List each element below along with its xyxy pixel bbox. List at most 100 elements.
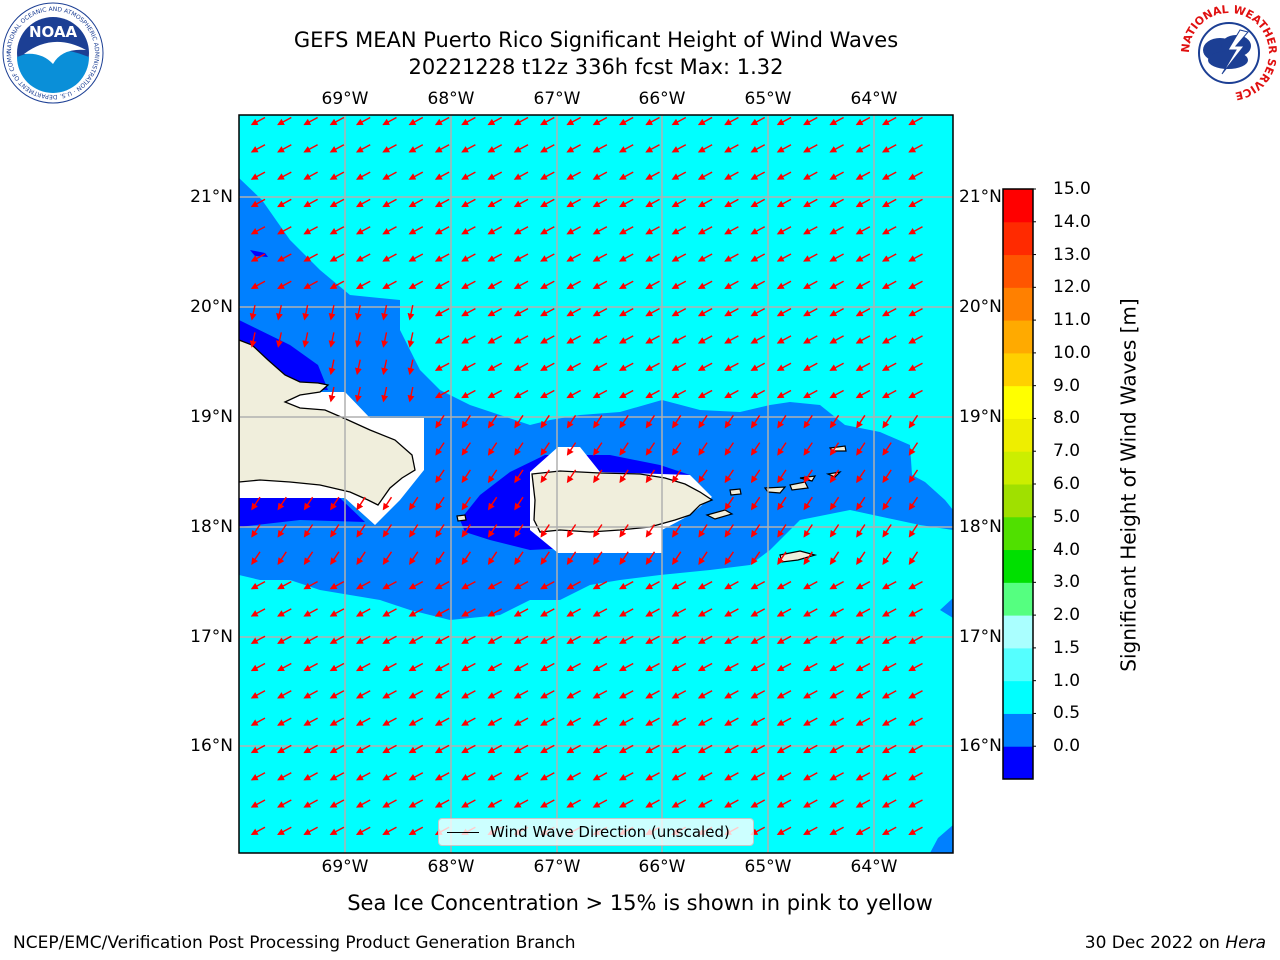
wave-arrow: [277, 662, 292, 672]
wave-arrow: [250, 198, 266, 208]
wave-arrow: [855, 662, 871, 672]
wave-arrow: [513, 335, 529, 344]
wave-arrow: [566, 580, 581, 590]
wave-arrow: [618, 635, 634, 644]
wave-arrow: [803, 442, 813, 456]
wave-arrow: [251, 496, 261, 511]
wave-arrow: [619, 442, 629, 456]
wave-arrow: [381, 386, 389, 403]
wave-arrow: [277, 717, 292, 726]
wave-arrow: [803, 335, 818, 344]
wave-arrow: [698, 442, 708, 456]
wave-arrow: [382, 635, 397, 644]
wave-arrow: [750, 635, 766, 644]
colorbar-segment: [1003, 516, 1033, 551]
wave-arrow: [829, 389, 844, 399]
lat-label-right: 20°N: [959, 297, 1002, 317]
wave-arrow: [435, 442, 445, 456]
wave-arrow: [434, 171, 450, 180]
wave-arrow: [908, 799, 923, 808]
land-island-3: [763, 486, 787, 494]
lon-label-bottom: 67°W: [533, 857, 581, 877]
wave-arrow: [355, 116, 371, 126]
wave-arrow: [855, 226, 871, 235]
wave-arrow: [829, 826, 844, 835]
wave-arrow: [908, 389, 923, 399]
wave-arrow: [277, 226, 292, 235]
wave-arrow: [855, 772, 871, 781]
wave-arrow: [487, 690, 503, 699]
wave-arrow: [328, 304, 336, 321]
wave-arrow: [855, 608, 871, 617]
wave-arrow: [750, 469, 761, 484]
wave-arrow: [434, 608, 450, 617]
lon-label-bottom: 68°W: [427, 857, 475, 877]
wave-arrow: [461, 580, 476, 590]
wave-arrow: [461, 335, 476, 344]
chart-subtitle: 20221228 t12z 336h fcst Max: 1.32: [408, 55, 784, 79]
wave-arrow: [487, 551, 498, 565]
wave-arrow: [303, 826, 318, 835]
wave-arrow: [724, 662, 739, 672]
wave-arrow: [250, 826, 266, 835]
colorbar-label: Significant Height of Wind Waves [m]: [1116, 298, 1141, 672]
wave-arrow: [881, 690, 897, 699]
wave-arrow: [592, 662, 608, 672]
wave-arrow: [750, 608, 766, 617]
wave-arrow: [697, 144, 713, 153]
wave-arrow: [328, 386, 336, 403]
wave-arrow: [671, 690, 687, 699]
wave-arrow: [382, 171, 397, 180]
wave-arrow: [855, 580, 871, 590]
wave-arrow: [303, 717, 318, 726]
wave-arrow: [382, 608, 397, 617]
wave-arrow: [251, 524, 261, 538]
wave-arrow: [803, 171, 818, 180]
legend-line-sample: [447, 832, 479, 833]
wave-arrow: [776, 335, 792, 344]
colorbar-segment: [1003, 189, 1033, 223]
wave-arrow: [908, 551, 919, 565]
wave-arrow: [434, 635, 450, 644]
wave-arrow: [487, 253, 503, 262]
wave-arrow: [618, 307, 634, 317]
wave-arrow: [881, 799, 897, 808]
colorbar-tick-label: 5.0: [1053, 506, 1081, 527]
wave-arrow: [277, 171, 292, 180]
wave-arrow: [645, 580, 660, 590]
wave-arrow: [461, 496, 471, 511]
wave-arrow: [750, 116, 766, 126]
wave-arrow: [645, 116, 660, 126]
wave-arrow: [671, 635, 687, 644]
wave-arrow: [776, 799, 792, 808]
wave-arrow: [750, 662, 766, 672]
chart-title: GEFS MEAN Puerto Rico Significant Height…: [293, 28, 899, 52]
wave-arrow: [434, 226, 450, 235]
wave-arrow: [277, 799, 292, 808]
wave-arrow: [303, 772, 318, 781]
wave-arrow: [329, 253, 345, 262]
wave-arrow: [908, 496, 919, 511]
wave-arrow: [408, 280, 424, 289]
wave-arrow: [382, 551, 393, 565]
wave-arrow: [618, 389, 634, 399]
wave-arrow: [908, 144, 923, 153]
wave-arrow: [461, 469, 471, 484]
wave-arrow: [277, 744, 292, 754]
wave-arrow: [382, 717, 397, 726]
wave-arrow: [698, 524, 708, 538]
wave-arrow: [355, 608, 371, 617]
wave-arrow: [776, 307, 792, 317]
wave-arrow: [618, 144, 634, 153]
wave-arrow: [487, 799, 503, 808]
wave-arrow: [250, 717, 266, 726]
wave-arrow: [487, 362, 503, 371]
wave-arrow: [645, 198, 660, 208]
wave-arrow: [540, 551, 550, 565]
wave-arrow: [382, 253, 397, 262]
wave-arrow: [776, 690, 792, 699]
wave-arrow: [592, 389, 608, 399]
wave-arrow: [803, 116, 818, 126]
wave-arrow: [434, 772, 450, 781]
wave-arrow: [777, 496, 787, 511]
